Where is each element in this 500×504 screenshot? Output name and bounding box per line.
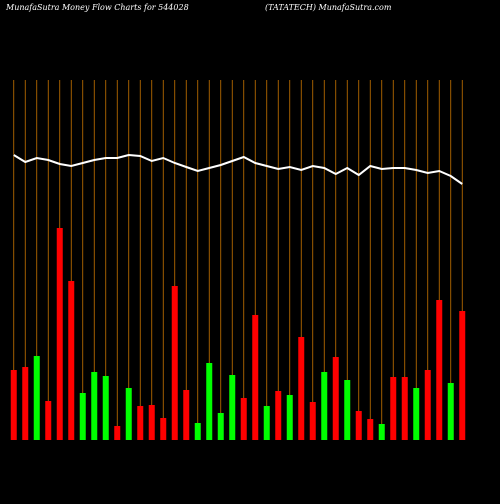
bar [160,418,167,440]
bar [33,356,40,440]
bar [378,424,385,440]
bar [344,380,351,440]
chart-title: MunafaSutra Money Flow Charts for 544028 [5,3,189,12]
bar [424,370,431,440]
bar [91,372,98,440]
bar [355,411,362,440]
bar [102,376,109,440]
bar [298,337,305,440]
bar [56,228,63,440]
bar [148,405,155,440]
bar [321,372,328,440]
bar [309,402,316,440]
bar [436,300,443,440]
bar [10,370,17,440]
bar [332,357,339,440]
bar [183,390,190,440]
bar [459,311,466,440]
bar [229,375,236,440]
bar [79,393,86,440]
bar [114,426,121,440]
bar [413,388,420,440]
bar [45,401,52,440]
bar [125,388,132,440]
bar [286,395,293,440]
bar [137,406,144,440]
line [13,153,463,185]
bar [206,363,213,440]
chart-subtitle: (TATATECH) MunafaSutra.com [265,3,392,12]
bar [390,377,397,440]
bar [22,367,29,440]
bar [240,398,247,440]
bar [401,377,408,440]
bar [367,419,374,440]
bar [68,281,75,440]
bar [263,406,270,440]
bar [275,391,282,440]
bar [447,383,454,440]
bar [194,423,201,440]
bar [171,286,178,440]
bar [217,413,224,440]
bar [252,315,259,440]
